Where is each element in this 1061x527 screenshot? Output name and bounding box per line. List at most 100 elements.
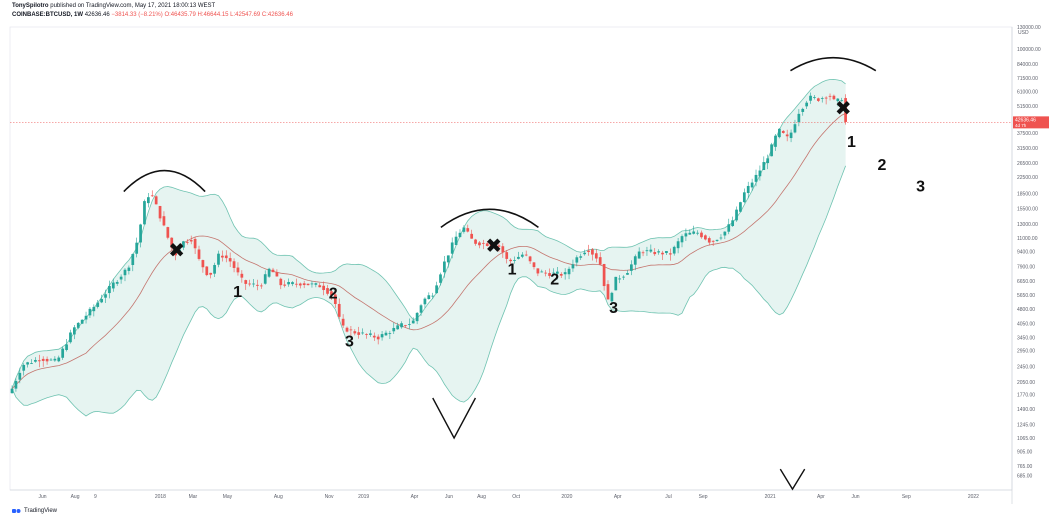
x-tick-label: Sep <box>902 494 911 500</box>
cycle-top-cross-mark: ✖ <box>168 240 185 262</box>
candle-body <box>727 224 731 232</box>
low-value: L:42547.69 <box>230 12 261 18</box>
x-tick-label: Aug <box>477 494 486 500</box>
x-tick-label: Apr <box>411 494 419 500</box>
candle-body <box>10 388 14 394</box>
cycle-bottom-v <box>779 468 806 491</box>
candle-body <box>92 306 96 312</box>
publisher-name: TonySpilotro <box>12 3 49 9</box>
y-tick-label: 1065.00 <box>1017 436 1035 442</box>
candle-body <box>104 294 107 298</box>
candle-body <box>723 231 727 236</box>
y-tick-label: 2050.00 <box>1017 380 1035 386</box>
candle-body <box>283 284 287 286</box>
ohlc-line: COINBASE:BTCUSD, 1W 42636.46 −3814.33 (−… <box>12 11 293 20</box>
candle-body <box>384 332 388 336</box>
candle-body <box>423 298 427 305</box>
candle-body <box>256 284 259 286</box>
candle-body <box>37 360 41 362</box>
candle-body <box>18 372 22 380</box>
candle-body <box>189 240 193 242</box>
candle-body <box>345 327 349 332</box>
candle-body <box>532 262 536 268</box>
last-price-tag <box>1013 116 1049 129</box>
candle-body <box>571 264 575 269</box>
x-tick-label: May <box>223 494 233 500</box>
candle-body <box>645 250 649 252</box>
candle-body <box>544 272 548 274</box>
candle-body <box>100 299 103 303</box>
cycle-bottom-v <box>432 397 477 440</box>
candle-body <box>746 185 750 194</box>
x-tick-label: 2020 <box>561 494 572 500</box>
candle-body <box>330 291 333 296</box>
candle-body <box>470 233 474 239</box>
y-tick-label: 37500.00 <box>1017 131 1038 137</box>
candle-body <box>481 242 485 244</box>
candle-body <box>302 283 306 286</box>
candle-body <box>657 251 660 253</box>
y-tick-label: 18500.00 <box>1017 192 1038 198</box>
y-tick-label: 2950.00 <box>1017 349 1035 355</box>
y-tick-label: 1245.00 <box>1017 422 1035 428</box>
candle-body <box>365 334 368 335</box>
candle-body <box>594 253 598 259</box>
candle-body <box>692 231 696 234</box>
cycle-count-label: 3 <box>345 334 354 351</box>
candle-body <box>158 206 162 219</box>
candle-body <box>536 268 540 274</box>
candle-body <box>236 267 240 273</box>
candle-body <box>618 278 622 280</box>
candle-body <box>407 324 411 325</box>
candle-body <box>150 195 154 197</box>
candle-body <box>115 281 119 284</box>
x-tick-label: 2019 <box>358 494 369 500</box>
candle-body <box>602 263 606 287</box>
candle-body <box>774 135 777 147</box>
candle-body <box>630 264 633 271</box>
candle-body <box>443 261 446 273</box>
y-tick-label: 26500.00 <box>1017 161 1038 167</box>
candle-body <box>411 320 415 324</box>
candle-body <box>719 237 723 239</box>
candle-body <box>454 236 458 245</box>
candle-body <box>489 243 493 247</box>
candle-body <box>392 327 396 332</box>
candle-body <box>758 170 762 177</box>
y-tick-label: 22500.00 <box>1017 175 1038 181</box>
candle-body <box>739 202 742 212</box>
x-tick-label: 2022 <box>968 494 979 500</box>
brand-name: TradingView <box>24 508 58 514</box>
candle-body <box>404 325 407 327</box>
candle-body <box>731 220 735 227</box>
y-tick-label: 905.00 <box>1017 450 1033 456</box>
candle-body <box>127 267 131 271</box>
candle-body <box>14 380 18 389</box>
candle-body <box>357 332 361 335</box>
candle-body <box>174 247 177 256</box>
candle-body <box>415 312 419 322</box>
candle-body <box>34 359 37 362</box>
candle-body <box>400 323 403 328</box>
candle-body <box>166 227 170 238</box>
candle-body <box>513 260 516 261</box>
candle-body <box>766 158 770 164</box>
candle-body <box>711 240 715 242</box>
candle-body <box>778 128 781 138</box>
candle-body <box>785 134 789 137</box>
candle-body <box>466 228 470 232</box>
y-tick-label: 2450.00 <box>1017 365 1035 371</box>
tradingview-brand[interactable]: TradingView <box>12 508 57 514</box>
cycle-arc <box>790 56 877 72</box>
candle-body <box>610 292 614 302</box>
candle-body <box>147 197 150 204</box>
candle-body <box>462 227 466 232</box>
candle-body <box>123 269 127 276</box>
candle-body <box>497 245 501 247</box>
candle-body <box>501 246 505 253</box>
x-tick-label: Jun <box>38 494 46 500</box>
candle-body <box>509 259 512 262</box>
